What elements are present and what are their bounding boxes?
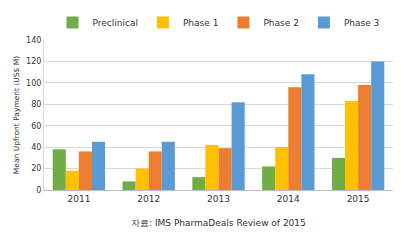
svg-text:60: 60 bbox=[31, 122, 41, 131]
svg-text:40: 40 bbox=[31, 143, 41, 152]
svg-text:자료: IMS PharmaDeals Review of: 자료: IMS PharmaDeals Review of 2015 bbox=[131, 218, 306, 228]
svg-text:2011: 2011 bbox=[67, 194, 90, 204]
svg-text:2013: 2013 bbox=[207, 194, 230, 204]
svg-text:100: 100 bbox=[26, 79, 41, 88]
svg-text:Mean Upfront Payment (US$ M): Mean Upfront Payment (US$ M) bbox=[12, 56, 21, 174]
svg-text:20: 20 bbox=[31, 164, 41, 173]
svg-text:2014: 2014 bbox=[277, 194, 300, 204]
svg-text:Phase 1: Phase 1 bbox=[183, 18, 218, 28]
svg-text:0: 0 bbox=[36, 186, 41, 195]
svg-text:80: 80 bbox=[31, 100, 41, 109]
svg-text:Phase 3: Phase 3 bbox=[344, 18, 379, 28]
svg-text:2012: 2012 bbox=[137, 194, 160, 204]
svg-text:120: 120 bbox=[26, 57, 41, 66]
svg-text:Preclinical: Preclinical bbox=[93, 18, 138, 28]
svg-text:2015: 2015 bbox=[347, 194, 370, 204]
svg-text:Phase 2: Phase 2 bbox=[263, 18, 298, 28]
svg-text:140: 140 bbox=[26, 36, 41, 45]
